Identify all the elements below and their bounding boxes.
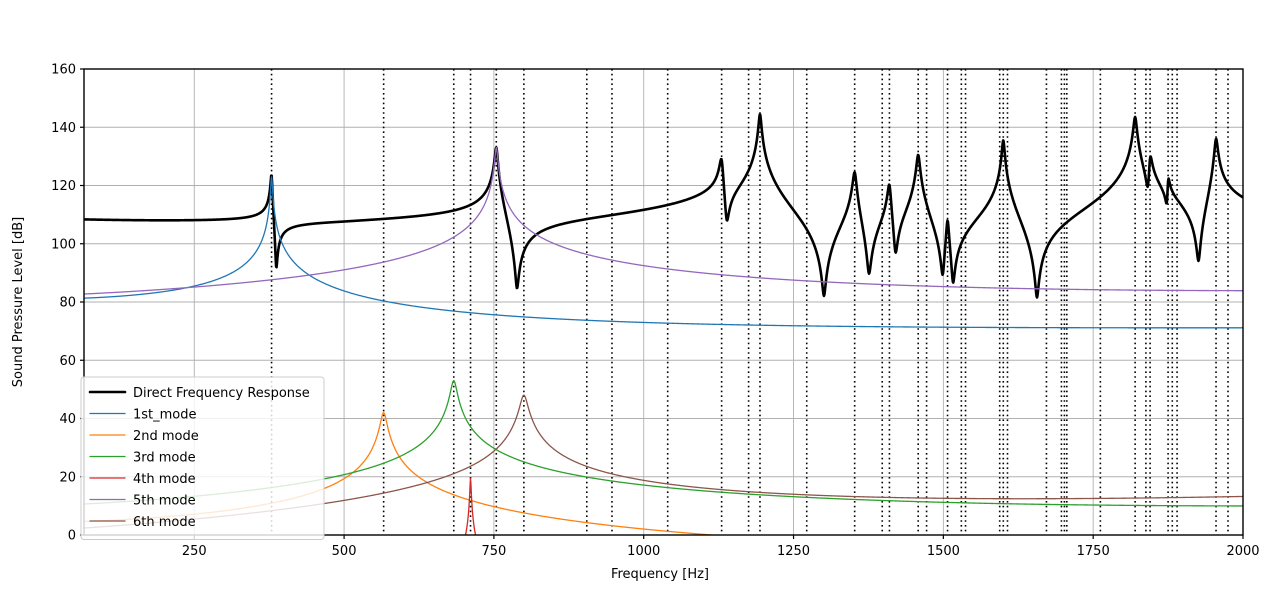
x-tick-label: 250 bbox=[182, 544, 207, 559]
chart-legend[interactable]: Direct Frequency Response 1st_mode 2nd mod… bbox=[80, 376, 325, 540]
y-tick-label: 40 bbox=[59, 412, 76, 427]
grid-lines bbox=[84, 69, 1243, 535]
legend-label: 5th mode bbox=[133, 494, 196, 509]
legend-label: 3rd mode bbox=[133, 451, 196, 466]
y-tick-label: 20 bbox=[59, 470, 76, 485]
y-tick-label: 160 bbox=[51, 63, 76, 78]
y-axis-label: Sound Pressure Level [dB] bbox=[11, 217, 26, 387]
x-tick-label: 500 bbox=[332, 544, 357, 559]
y-tick-label: 120 bbox=[51, 179, 76, 194]
y-tick-label: 80 bbox=[59, 296, 76, 311]
legend-label: Direct Frequency Response bbox=[133, 386, 310, 401]
y-tick-label: 0 bbox=[68, 529, 76, 544]
y-tick-label: 100 bbox=[51, 237, 76, 252]
y-tick-label: 60 bbox=[59, 354, 76, 369]
x-tick-label: 750 bbox=[481, 544, 506, 559]
x-tick-label: 2000 bbox=[1226, 544, 1259, 559]
x-tick-label: 1000 bbox=[627, 544, 660, 559]
x-tick-label: 1500 bbox=[927, 544, 960, 559]
y-tick-label: 140 bbox=[51, 121, 76, 136]
legend-label: 4th mode bbox=[133, 472, 196, 487]
legend-label: 1st_mode bbox=[133, 408, 197, 423]
x-axis-label: Frequency [Hz] bbox=[611, 567, 709, 582]
x-tick-label: 1750 bbox=[1077, 544, 1110, 559]
x-tick-label: 1250 bbox=[777, 544, 810, 559]
axis-tick-labels: 250 500 750 1000 1250 1500 1750 2000 0 20 40 60 80 10… bbox=[51, 63, 1259, 560]
legend-label: 2nd mode bbox=[133, 429, 199, 444]
legend-label: 6th mode bbox=[133, 515, 196, 530]
